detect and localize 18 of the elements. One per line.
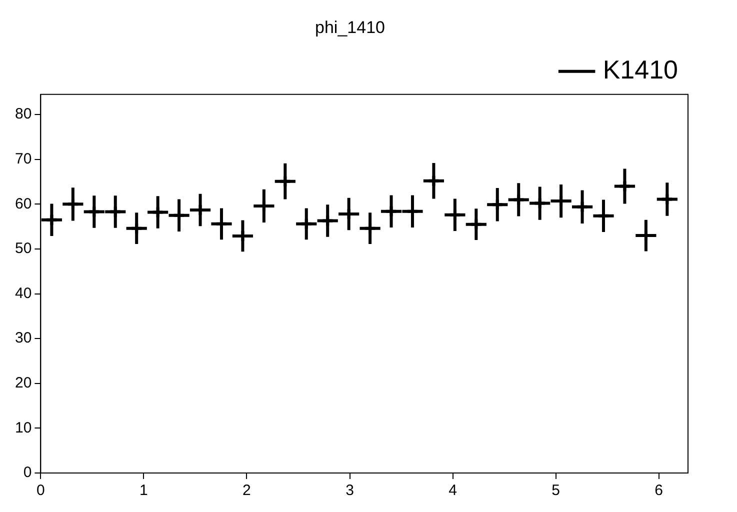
x-tick-label: 2: [242, 482, 251, 500]
y-tick-label: 10: [14, 419, 32, 436]
x-tick-label: 6: [654, 482, 663, 500]
y-tick-label: 70: [14, 150, 32, 168]
y-tick-label: 60: [14, 195, 32, 212]
y-tick-label: 30: [14, 330, 32, 347]
x-tick-label: 5: [552, 482, 560, 500]
x-tick-label: 3: [346, 482, 354, 500]
x-tick-label: 4: [448, 482, 457, 500]
legend-label: K1410: [602, 54, 678, 85]
y-tick-label: 0: [23, 464, 32, 482]
chart-title: phi_1410: [315, 18, 385, 37]
y-tick-label: 80: [14, 106, 32, 123]
y-tick-label: 40: [14, 284, 32, 302]
y-tick-label: 20: [14, 374, 32, 392]
x-tick-label: 1: [140, 482, 148, 500]
x-tick-label: 0: [36, 482, 45, 500]
y-tick-label: 50: [14, 240, 32, 258]
